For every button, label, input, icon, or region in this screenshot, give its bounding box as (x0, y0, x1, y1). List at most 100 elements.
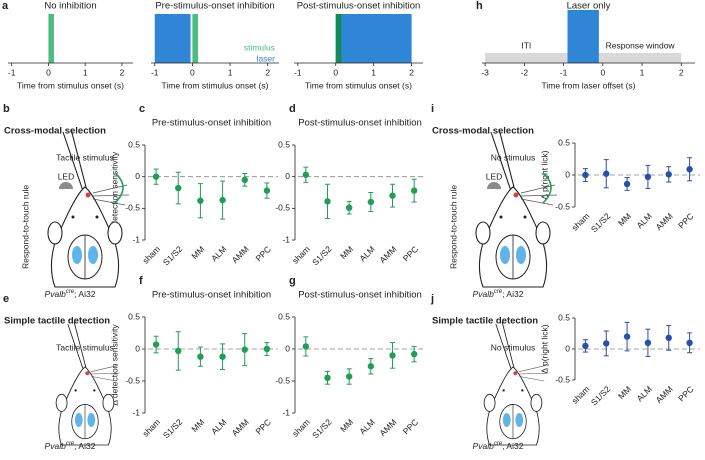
y-tick-label: -1 (132, 407, 140, 417)
panel-letter: c (139, 103, 145, 115)
y-tick-label: -1 (282, 234, 290, 244)
y-tick-label: 0.5 (558, 312, 570, 322)
chart-title: Pre-stimulus-onset inhibition (152, 290, 271, 301)
led-label: LED (486, 171, 503, 181)
panel-letter: f (139, 275, 143, 287)
task-label: Simple tactile detection (4, 316, 110, 327)
point (686, 339, 693, 346)
schematic: i Cross-modal selection No stimulus LED Resp… (431, 103, 558, 300)
genotype: Pvalbcre; Ai32 (473, 289, 524, 300)
point (152, 341, 160, 348)
point (603, 170, 610, 177)
x-axis-label: Time from stimulus onset (s) (17, 80, 124, 90)
point (389, 192, 396, 199)
point (263, 187, 271, 194)
x-tick-label: S1/S2 (589, 384, 613, 408)
panel-letter: h (476, 0, 483, 12)
gene: Pvalb (45, 441, 67, 451)
x-tick-label: PPC (401, 244, 420, 263)
chart-title: Post-stimulus-onset inhibition (298, 290, 422, 301)
ear (535, 221, 551, 245)
y-tick-label: -0.5 (555, 374, 570, 384)
point (175, 184, 182, 192)
led (487, 182, 501, 189)
y-tick-label: 0 (285, 343, 290, 353)
interval (48, 14, 54, 63)
y-axis-label: Δ detection sensitivity (109, 151, 119, 233)
x-tick-label: 1 (83, 67, 88, 77)
opsin (515, 413, 524, 428)
schematic: e Simple tactile detection Tactile stimulu… (3, 293, 120, 451)
x-tick-label: AMM (654, 211, 675, 232)
eye (499, 215, 503, 219)
x-tick-label: ALM (209, 417, 228, 436)
whisker (520, 198, 554, 206)
point (345, 373, 353, 380)
x-tick-label: S1/S2 (310, 417, 334, 441)
eye (71, 215, 75, 219)
whisker (92, 198, 126, 206)
mouse (47, 128, 130, 288)
x-tick-label: 0 (46, 67, 51, 77)
nose (85, 371, 90, 376)
nose (513, 371, 518, 376)
ear (530, 393, 543, 412)
ear (483, 393, 496, 412)
x-tick-label: ALM (357, 244, 376, 263)
schematic: j Simple tactile detection No stimulus Pval… (430, 293, 548, 452)
y-tick-label: -0.5 (275, 375, 290, 385)
allele: cre (494, 289, 503, 295)
y-tick-label: -0.5 (555, 201, 570, 211)
chart-title: No inhibition (44, 1, 96, 12)
probe (495, 323, 512, 371)
panel-letter: d (289, 103, 296, 115)
point (665, 171, 672, 178)
mouse (475, 128, 558, 288)
gene: Pvalb (473, 289, 495, 299)
whisker (519, 376, 545, 382)
task-label: Simple tactile detection (432, 316, 538, 327)
stimulus-label: Tactile stimulus (56, 342, 114, 352)
point (152, 173, 160, 180)
y-tick-label: -1 (132, 234, 140, 244)
opsin (74, 413, 83, 428)
x-tick-label: sham (290, 244, 312, 266)
point (582, 171, 589, 179)
genotype: Pvalbcre; Ai32 (473, 441, 524, 452)
x-tick-label: S1/S2 (589, 211, 613, 235)
interval (192, 14, 199, 63)
point (241, 346, 248, 353)
panel-letter: b (3, 103, 10, 115)
x-tick-label: MM (189, 244, 206, 261)
panel-letter: j (430, 293, 434, 305)
eye (521, 389, 524, 392)
nose (513, 192, 519, 198)
y-tick-label: -0.5 (125, 203, 140, 213)
x-tick-label: PPC (676, 211, 695, 230)
band-label: Response window (606, 40, 676, 50)
x-tick-label: 1 (371, 67, 376, 77)
eye (93, 389, 96, 392)
probe (501, 321, 515, 371)
y-tick-label: 0.5 (278, 311, 290, 321)
x-tick-label: sham (140, 417, 162, 439)
x-tick-label: -1 (294, 67, 302, 77)
panel-letter: g (289, 275, 296, 287)
ear (107, 221, 123, 245)
point (603, 340, 610, 347)
chart-title: Pre-stimulus-onset inhibition (155, 1, 274, 12)
point (197, 353, 204, 360)
gene: Pvalb (473, 441, 495, 451)
opsin (88, 246, 98, 264)
panel-letter: i (431, 103, 434, 115)
interval (567, 10, 599, 63)
point (410, 350, 418, 358)
legend-entry: stimulus (244, 42, 275, 52)
y-tick-label: 0 (135, 343, 140, 353)
allele: cre (494, 441, 503, 447)
legend-entry: laser (257, 53, 276, 63)
point (302, 343, 310, 350)
whisker (92, 184, 128, 194)
